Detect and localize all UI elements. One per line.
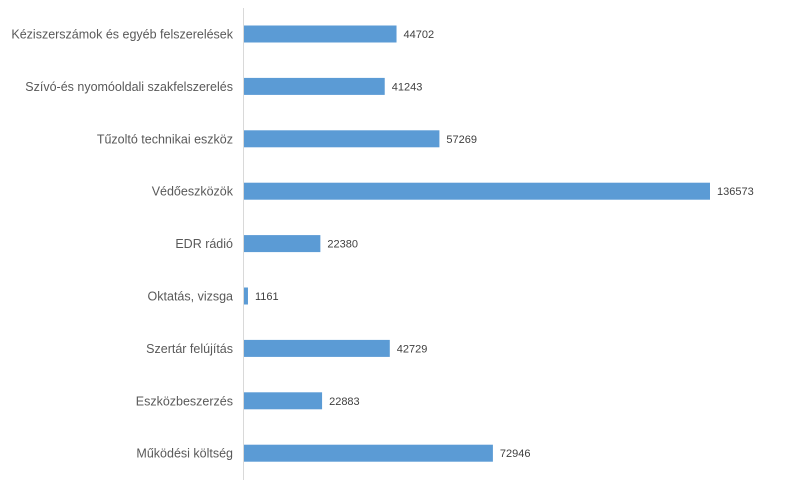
data-label: 57269: [446, 134, 477, 146]
category-label: Tűzoltó technikai eszköz: [97, 132, 233, 146]
bar: [244, 235, 321, 253]
bar: [244, 339, 390, 357]
data-label: 44702: [404, 29, 435, 41]
bar: [244, 444, 493, 462]
category-label: Védőeszközök: [152, 185, 234, 199]
category-label: Kéziszerszámok és egyéb felszerelések: [11, 28, 233, 42]
bar: [244, 392, 323, 410]
category-label: Szívó-és nyomóoldali szakfelszerelés: [25, 80, 233, 94]
data-label: 72946: [500, 448, 531, 460]
data-label: 41243: [392, 81, 423, 93]
data-label: 22380: [327, 239, 358, 251]
category-label: Oktatás, vizsga: [148, 290, 233, 304]
data-label: 136573: [717, 186, 754, 198]
data-label: 22883: [329, 396, 360, 408]
bar: [244, 130, 440, 148]
bar: [244, 25, 397, 43]
category-label: Működési költség: [136, 447, 233, 461]
bar: [244, 182, 710, 200]
bar: [244, 287, 248, 305]
category-label: Szertár felújítás: [146, 342, 233, 356]
bar: [244, 77, 385, 95]
category-label: Eszközbeszerzés: [136, 394, 233, 408]
category-label: EDR rádió: [175, 237, 233, 251]
data-label: 1161: [255, 291, 279, 303]
data-label: 42729: [397, 343, 428, 355]
